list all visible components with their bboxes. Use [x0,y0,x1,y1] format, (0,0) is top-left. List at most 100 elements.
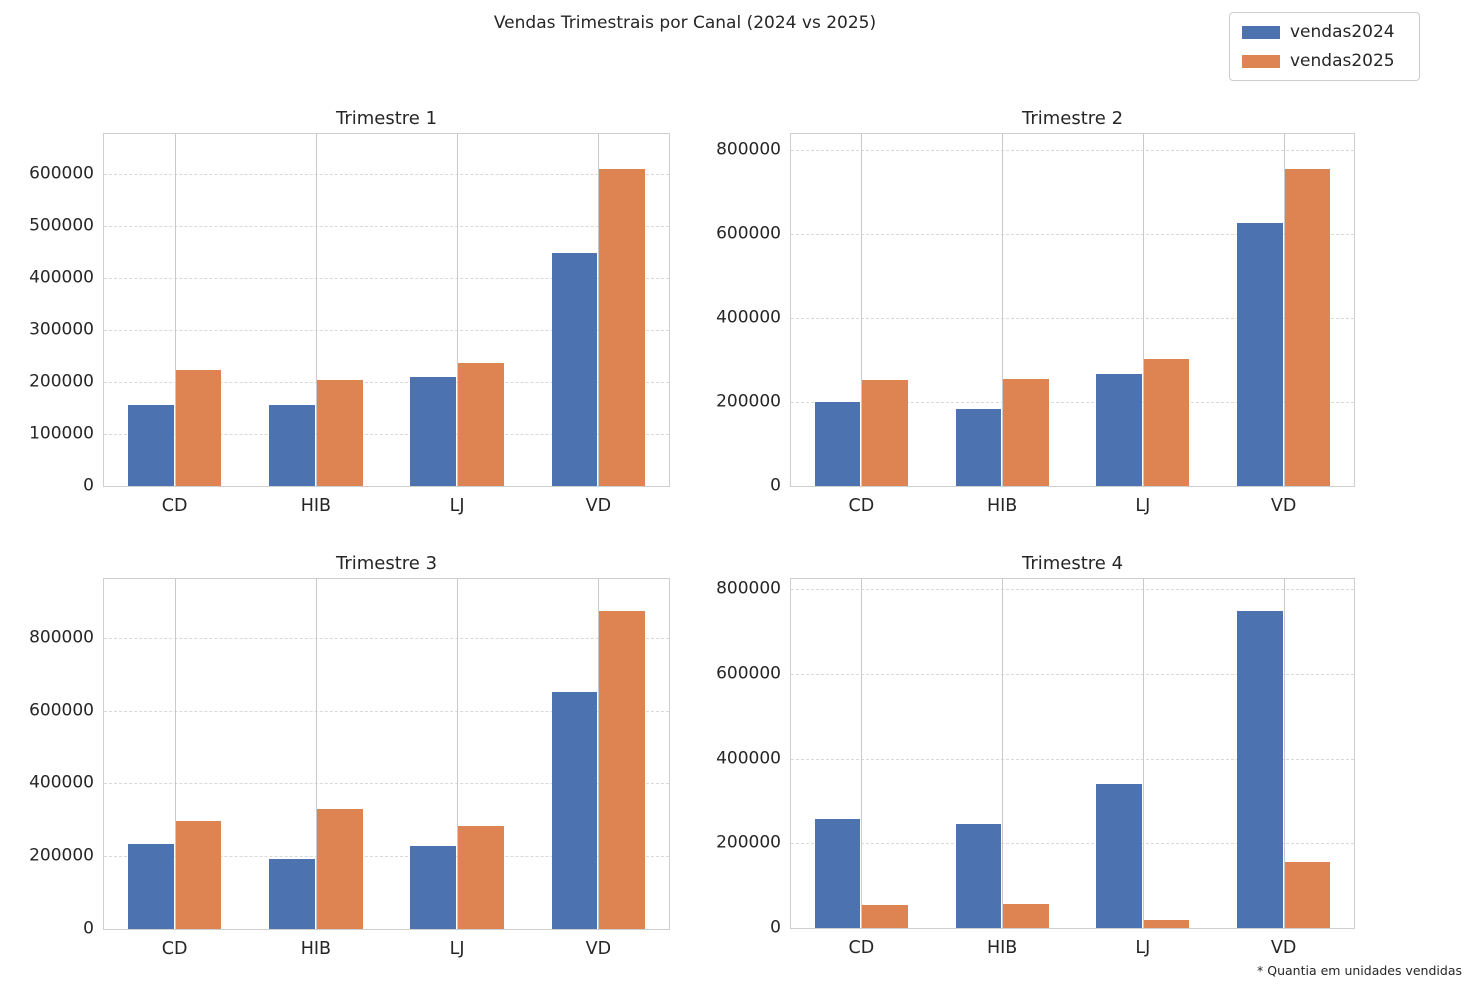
bar-group-VD [528,134,669,486]
subplot-1: Trimestre 1 0 100000 200000 300000 400000 500… [29,108,670,516]
x-tick-label: LJ [449,939,465,959]
bar-group-CD [791,134,932,486]
bar-vendas2024-LJ [1096,373,1142,486]
bar-vendas2024-CD [814,819,861,928]
bar-vendas2025-VD [599,169,646,486]
bar-group-CD [791,579,932,928]
y-tick-label: 400000 [29,773,94,794]
gridline-vertical [1142,134,1144,486]
bar-vendas2024-VD [551,691,598,929]
gridline-horizontal [104,174,669,176]
x-tick-label: LJ [1135,938,1151,958]
bar-vendas2024-VD [1237,611,1283,928]
gridline-horizontal [791,149,1354,151]
bar-group-LJ [1073,579,1214,928]
x-tick-label: LJ [449,496,465,516]
gridline-vertical [1283,579,1285,928]
bar-group-VD [528,579,669,929]
gridline-horizontal [104,783,669,785]
gridline-vertical [861,579,863,928]
gridline-vertical [1002,579,1004,928]
bar-vendas2025-LJ [1143,919,1190,928]
gridline-vertical [315,134,317,486]
gridline-vertical [457,134,459,486]
bar-vendas2024-VD [551,252,598,486]
gridline-vertical [1142,579,1144,928]
y-tick-label: 0 [770,917,781,938]
gridline-horizontal [791,589,1354,591]
bar-group-LJ [1073,134,1214,486]
y-tick-label: 0 [770,475,781,496]
bar-vendas2025-VD [1284,861,1331,928]
y-tick-label: 200000 [716,391,781,412]
bar-group-HIB [932,134,1073,486]
bars-layer [791,134,1354,486]
x-tick-label: CD [161,939,188,959]
bar-vendas2024-HIB [269,405,315,486]
y-tick-label: 100000 [29,423,94,444]
bar-group-VD [1213,134,1354,486]
gridline-horizontal [791,317,1354,319]
x-tick-label: CD [848,938,875,958]
legend-swatch-vendas2024 [1242,25,1280,39]
bar-vendas2024-HIB [269,858,315,929]
bar-vendas2025-HIB [316,808,363,929]
gridline-horizontal [791,673,1354,675]
bar-vendas2024-VD [1237,222,1283,486]
y-tick-label: 500000 [29,215,94,236]
gridline-vertical [598,134,600,486]
subplot-title: Trimestre 2 [1021,108,1124,129]
gridline-vertical [598,579,600,929]
y-tick-label: 400000 [716,748,781,769]
gridline-horizontal [791,233,1354,235]
bar-group-CD [104,579,245,929]
bar-vendas2024-LJ [410,377,457,486]
y-tick-label: 0 [83,475,94,496]
gridline-vertical [861,134,863,486]
bar-vendas2025-LJ [458,363,504,486]
bar-vendas2025-CD [862,380,908,486]
x-tick-label: VD [585,496,612,516]
gridline-horizontal [104,382,669,383]
y-tick-label: 800000 [29,627,94,648]
bar-group-LJ [387,579,528,929]
bar-vendas2025-VD [599,611,646,929]
x-tick-label: VD [585,939,612,959]
gridline-vertical [457,579,459,929]
bar-vendas2025-CD [862,905,908,928]
bar-vendas2025-HIB [316,379,363,486]
gridline-horizontal [104,226,669,228]
legend-item-vendas2024: vendas2024 [1242,22,1407,42]
y-tick-label: 400000 [29,267,94,288]
gridline-horizontal [104,710,669,712]
subplot-title: Trimestre 1 [335,108,438,129]
legend-item-vendas2025: vendas2025 [1242,51,1407,71]
bars-layer [104,579,669,929]
y-tick-label: 800000 [716,139,781,160]
y-tick-label: 600000 [29,700,94,721]
bar-vendas2025-CD [175,370,222,486]
bars-layer [104,134,669,486]
x-tick-label: HIB [300,496,332,516]
y-tick-label: 600000 [29,163,94,184]
bar-vendas2024-LJ [1096,784,1142,928]
subplot-4: Trimestre 4 0 200000 400000 600000 800000 CD H… [716,553,1355,958]
bar-group-HIB [245,579,386,929]
x-tick-label: HIB [986,496,1018,516]
subplot-2: Trimestre 2 0 200000 400000 600000 800000 CD H… [716,108,1355,516]
figure-title: Vendas Trimestrais por Canal (2024 vs 20… [493,13,877,33]
x-tick-label: VD [1270,938,1297,958]
gridline-vertical [174,579,176,929]
y-tick-label: 600000 [716,223,781,244]
x-tick-label: CD [848,496,875,516]
bar-vendas2025-HIB [1003,904,1049,928]
x-tick-label: VD [1270,496,1297,516]
subplot-title: Trimestre 3 [335,553,438,574]
gridline-vertical [315,579,317,929]
bar-vendas2025-LJ [458,825,504,929]
bar-vendas2025-LJ [1143,359,1190,486]
y-tick-label: 200000 [29,845,94,866]
gridline-horizontal [104,637,669,639]
subplot-3: Trimestre 3 0 200000 400000 600000 800000 CD H… [29,553,670,959]
x-tick-label: HIB [986,938,1018,958]
